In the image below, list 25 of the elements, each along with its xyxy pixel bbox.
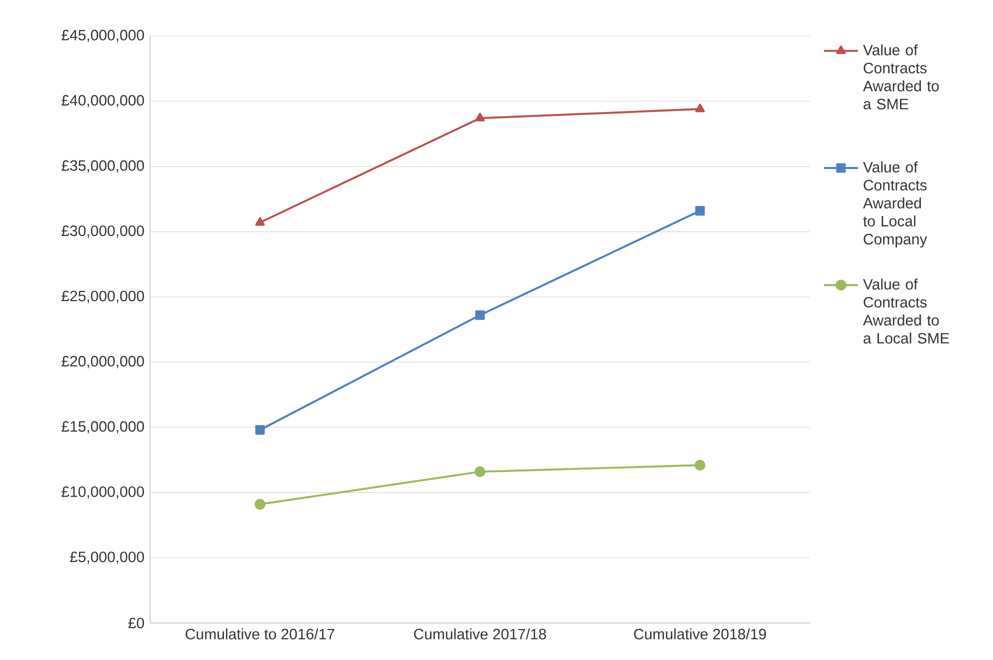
point: [695, 104, 705, 112]
y-tick-label: £10,000,000: [62, 486, 144, 499]
y-tick-label: £35,000,000: [62, 160, 144, 173]
y-tick-label: £5,000,000: [70, 552, 144, 564]
point: [254, 498, 266, 510]
legend-label: Value of Contracts Awarded to a Local SME: [862, 278, 950, 344]
x-tick-label: Cumulative 2017/18: [414, 628, 546, 640]
y-tick-label: £20,000,000: [62, 356, 144, 368]
y-tick-label: £0: [128, 618, 144, 628]
x-tick-label: Cumulative to 2016/17: [186, 628, 334, 640]
y-tick-label: £40,000,000: [62, 95, 144, 108]
y-tick-label: £30,000,000: [62, 225, 144, 238]
point: [695, 206, 705, 216]
x-tick-label: Cumulative 2018/19: [634, 628, 766, 640]
point: [474, 466, 486, 478]
point: [475, 112, 485, 122]
point: [255, 425, 265, 435]
y-tick-label: £45,000,000: [62, 30, 144, 42]
legend-label: Value of Contracts Awarded to a SME: [862, 44, 939, 110]
y-tick-label: £25,000,000: [62, 290, 144, 304]
y-tick-label: £15,000,000: [62, 421, 144, 434]
point: [255, 217, 265, 226]
point: [694, 460, 706, 471]
legend-label: Value of Contracts Awarded to Local Company: [862, 161, 928, 248]
point: [475, 310, 485, 320]
